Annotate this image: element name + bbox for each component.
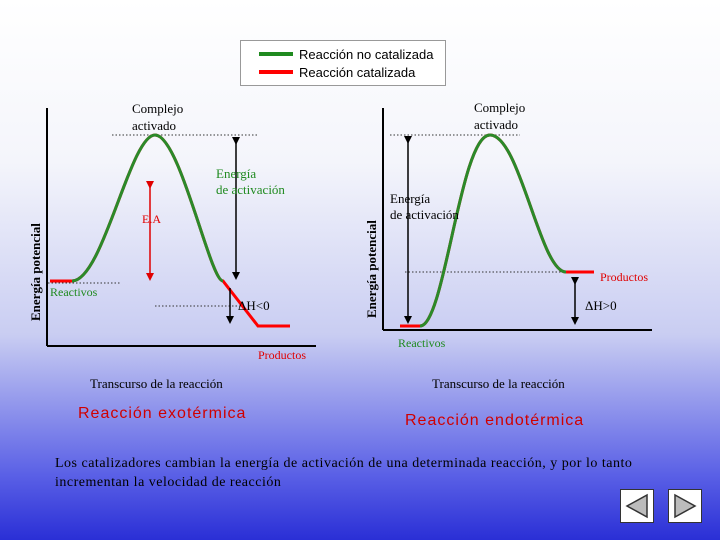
previous-slide-button[interactable]: [620, 489, 654, 523]
right-diagram: [382, 108, 652, 331]
left-activation-label-line2: de activación: [216, 182, 285, 197]
left-ea-label: E.A: [142, 212, 161, 226]
right-products-label: Productos: [600, 270, 648, 284]
legend-item-uncatalyzed: Reacción no catalizada: [259, 46, 433, 62]
left-products-label: Productos: [258, 348, 306, 362]
left-diagram-title: Reacción exotérmica: [78, 405, 247, 422]
right-y-axis-label: Energía potencial: [364, 220, 379, 318]
left-deltah-label: ΔH<0: [238, 298, 270, 314]
legend: Reacción no catalizada Reacción cataliza…: [240, 40, 446, 86]
right-diagram-title: Reacción endotérmica: [405, 412, 585, 429]
left-y-axis-label: Energía potencial: [28, 223, 43, 321]
delta-symbol: Δ: [585, 298, 594, 313]
right-reactants-label: Reactivos: [398, 336, 446, 350]
left-complex-label-line1: Complejo: [132, 101, 184, 116]
left-reactants-label: Reactivos: [50, 285, 98, 299]
left-activation-label-line1: Energía: [216, 166, 257, 181]
legend-label-uncatalyzed: Reacción no catalizada: [299, 46, 434, 62]
left-uncatalyzed-curve: [71, 133, 224, 283]
left-x-axis-label: Transcurso de la reacción: [90, 376, 223, 391]
legend-swatch-red: [259, 70, 293, 74]
left-complex-label-line2: activado: [132, 118, 177, 133]
next-slide-icon: [674, 493, 697, 519]
right-uncatalyzed-curve: [419, 133, 567, 328]
delta-symbol: Δ: [238, 298, 247, 313]
right-activation-label-line2: de activación: [390, 207, 459, 222]
catalyst-note: Los catalizadores cambian la energía de …: [55, 456, 633, 490]
next-slide-button[interactable]: [668, 489, 702, 523]
right-complex-label-line1: Complejo: [474, 100, 526, 115]
left-deltah-text: H<0: [246, 298, 270, 313]
legend-item-catalyzed: Reacción catalizada: [259, 64, 415, 80]
right-deltah-label: ΔH>0: [585, 298, 617, 314]
right-catalyzed-curve: [400, 133, 594, 328]
previous-slide-icon: [625, 493, 648, 519]
right-deltah-text: H>0: [593, 298, 617, 313]
left-diagram: [46, 108, 316, 347]
right-activation-label-line1: Energía: [390, 191, 431, 206]
right-x-axis-label: Transcurso de la reacción: [432, 376, 565, 391]
right-complex-label-line2: activado: [474, 117, 519, 132]
legend-label-catalyzed: Reacción catalizada: [299, 64, 416, 80]
legend-swatch-green: [259, 52, 293, 56]
